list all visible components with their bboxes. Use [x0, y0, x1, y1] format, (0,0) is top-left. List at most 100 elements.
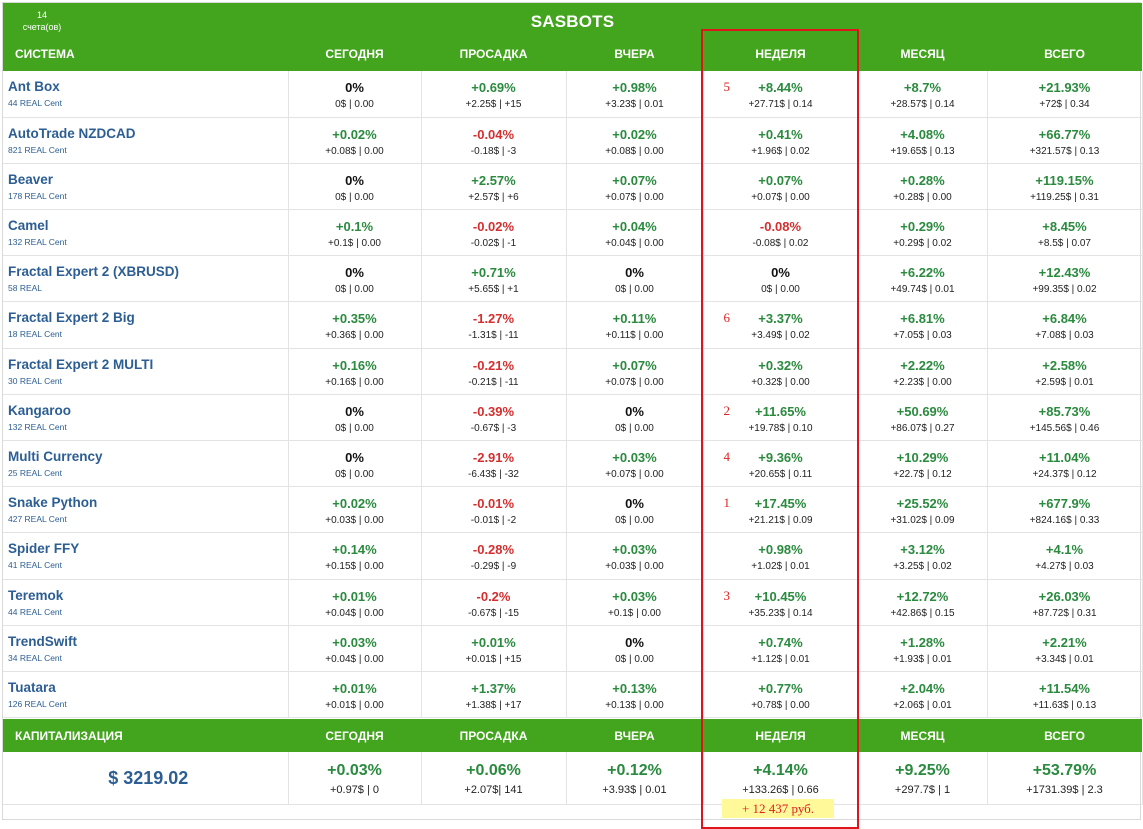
system-name-link[interactable]: TrendSwift [8, 633, 78, 649]
cell-yesterday: +0.03% +0.1$ | 0.00 [566, 579, 704, 626]
detail-value: +0.07$ | 0.00 [605, 469, 664, 480]
system-name-link[interactable]: Camel [8, 218, 49, 234]
system-account-info: 132 REAL Cent [8, 421, 67, 432]
system-name-link[interactable]: Beaver [8, 171, 54, 187]
cell-drawdown: -2.91% -6.43$ | -32 [421, 440, 567, 488]
detail-value: +0.36$ | 0.00 [325, 330, 384, 342]
cell-today: +0.16% +0.16$ | 0.00 [288, 348, 422, 395]
column-header-month[interactable]: МЕСЯЦ [900, 47, 945, 61]
detail-value: -0.18$ | -3 [470, 145, 517, 157]
cell-total: +2.21% +3.34$ | 0.01 [987, 625, 1143, 672]
cap-header-yesterday: ВЧЕРА [614, 729, 655, 743]
detail-value: +31.02$ | 0.09 [890, 515, 955, 527]
cell-today: +0.03% +0.04$ | 0.00 [288, 625, 422, 672]
table-row: AutoTrade NZDCAD 821 REAL Cent +0.02% +0.08… [3, 117, 1143, 164]
week-column-highlight-box [701, 29, 859, 829]
cell-total: +6.84% +7.08$ | 0.03 [987, 301, 1143, 349]
percent-value: +11.54% [1039, 680, 1090, 696]
cell-week: +0.07% +0.07$ | 0.00 [703, 163, 859, 211]
column-header-week[interactable]: НЕДЕЛЯ [755, 47, 806, 61]
detail-value: +7.08$ | 0.03 [1035, 330, 1094, 342]
detail-value: +3.34$ | 0.01 [1035, 653, 1094, 665]
system-name-link[interactable]: Spider FFY [8, 541, 80, 557]
column-header-system[interactable]: СИСТЕМА [15, 47, 75, 61]
percent-value: 0% [345, 450, 364, 465]
detail-value: +0.28$ | 0.00 [893, 191, 952, 203]
rub-total-note: + 12 437 руб. [722, 799, 834, 818]
percent-value: +10.29% [896, 450, 949, 465]
detail-value: +0.32$ | 0.00 [751, 376, 810, 388]
column-header-today[interactable]: СЕГОДНЯ [325, 47, 384, 61]
percent-value: 0% [345, 403, 364, 419]
cell-month: +0.28% +0.28$ | 0.00 [858, 163, 988, 211]
accounts-count-label: счета(ов) [22, 22, 62, 32]
system-name-link[interactable]: Kangaroo [8, 402, 72, 418]
column-header-drawdown[interactable]: ПРОСАДКА [459, 47, 528, 61]
cell-month: +1.28% +1.93$ | 0.01 [858, 625, 988, 672]
percent-value: +11.04% [1039, 450, 1090, 465]
system-account-info: 178 REAL Cent [8, 190, 67, 201]
percent-value: +0.28% [900, 172, 945, 188]
cell-month: +4.08% +19.65$ | 0.13 [858, 117, 988, 164]
detail-value: +42.86$ | 0.15 [890, 607, 955, 619]
cap-detail: +0.97$ | 0 [329, 784, 380, 796]
detail-value: -0.67$ | -15 [468, 607, 519, 619]
cell-total: +11.54% +11.63$ | 0.13 [987, 671, 1143, 719]
detail-value: +0.01$ | 0.00 [325, 699, 384, 711]
percent-value: -0.01% [472, 496, 515, 512]
system-cell: Tuatara 126 REAL Cent [3, 671, 289, 719]
detail-value: 0$ | 0.00 [615, 284, 654, 296]
detail-value: +0.29$ | 0.02 [893, 238, 952, 250]
percent-value: +66.77% [1038, 126, 1091, 142]
table-row: Tuatara 126 REAL Cent +0.01% +0.01$ | 0.00 +… [3, 671, 1143, 719]
detail-value: 0$ | 0.00 [761, 284, 800, 296]
system-name-link[interactable]: Multi Currency [8, 449, 103, 464]
accounts-count: 14 счета(ов) [11, 9, 73, 33]
system-name-link[interactable]: Tuatara [8, 679, 56, 695]
detail-value: +0.03$ | 0.00 [325, 515, 384, 527]
detail-value: 0$ | 0.00 [615, 422, 654, 434]
percent-value: 0% [625, 265, 644, 281]
system-name-link[interactable]: Ant Box [8, 79, 60, 94]
cell-week: 2 +11.65% +19.78$ | 0.10 [703, 394, 859, 442]
cell-month: +2.22% +2.23$ | 0.00 [858, 348, 988, 395]
system-name-link[interactable]: Fractal Expert 2 Big [8, 310, 135, 326]
system-name-link[interactable]: Teremok [8, 587, 64, 603]
cell-drawdown: +1.37% +1.38$ | +17 [421, 671, 567, 719]
cap-detail: +133.26$ | 0.66 [742, 784, 819, 796]
system-name-link[interactable]: AutoTrade NZDCAD [8, 125, 136, 141]
detail-value: +4.27$ | 0.03 [1035, 561, 1094, 573]
percent-value: +2.21% [1042, 634, 1087, 650]
cap-cell-month: +9.25% +297.7$ | 1 [858, 752, 988, 805]
detail-value: -1.31$ | -11 [468, 330, 519, 342]
system-name-link[interactable]: Fractal Expert 2 (XBRUSD) [8, 264, 180, 280]
percent-value: +12.43% [1038, 265, 1091, 281]
percent-value: +0.16% [332, 357, 377, 373]
cell-drawdown: -0.39% -0.67$ | -3 [421, 394, 567, 442]
detail-value: -0.08$ | 0.02 [752, 238, 809, 250]
percent-value: -0.08% [759, 219, 802, 235]
system-cell: Kangaroo 132 REAL Cent [3, 394, 289, 442]
percent-value: 0% [771, 265, 790, 281]
systems-table: Ant Box 44 REAL Cent 0% 0$ | 0.00 +0.69% +2.2… [3, 71, 1143, 719]
percent-value: -0.21% [472, 357, 515, 373]
detail-value: +11.63$ | 0.13 [1032, 699, 1097, 711]
detail-value: +3.23$ | 0.01 [605, 99, 664, 110]
detail-value: +321.57$ | 0.13 [1029, 145, 1100, 157]
cap-cell-total: +53.79% +1731.39$ | 2.3 [987, 752, 1143, 805]
percent-value: +6.81% [900, 311, 945, 327]
table-row: Teremok 44 REAL Cent +0.01% +0.04$ | 0.00 -0… [3, 579, 1143, 626]
cell-today: 0% 0$ | 0.00 [288, 440, 422, 488]
percent-value: +0.02% [332, 126, 377, 142]
system-name-link[interactable]: Fractal Expert 2 MULTI [8, 356, 154, 372]
column-header-yesterday[interactable]: ВЧЕРА [614, 47, 655, 61]
capitalization-total: $ 3219.02 [3, 752, 289, 805]
percent-value: +0.11% [612, 311, 657, 327]
system-name-link[interactable]: Snake Python [8, 495, 98, 511]
table-row: Camel 132 REAL Cent +0.1% +0.1$ | 0.00 -0.02… [3, 209, 1143, 257]
cap-value: +53.79% [1032, 762, 1097, 779]
detail-value: +1.12$ | 0.01 [751, 653, 810, 665]
system-account-info: 25 REAL Cent [8, 468, 63, 478]
cell-month: +25.52% +31.02$ | 0.09 [858, 486, 988, 534]
column-header-total[interactable]: ВСЕГО [1044, 47, 1085, 61]
